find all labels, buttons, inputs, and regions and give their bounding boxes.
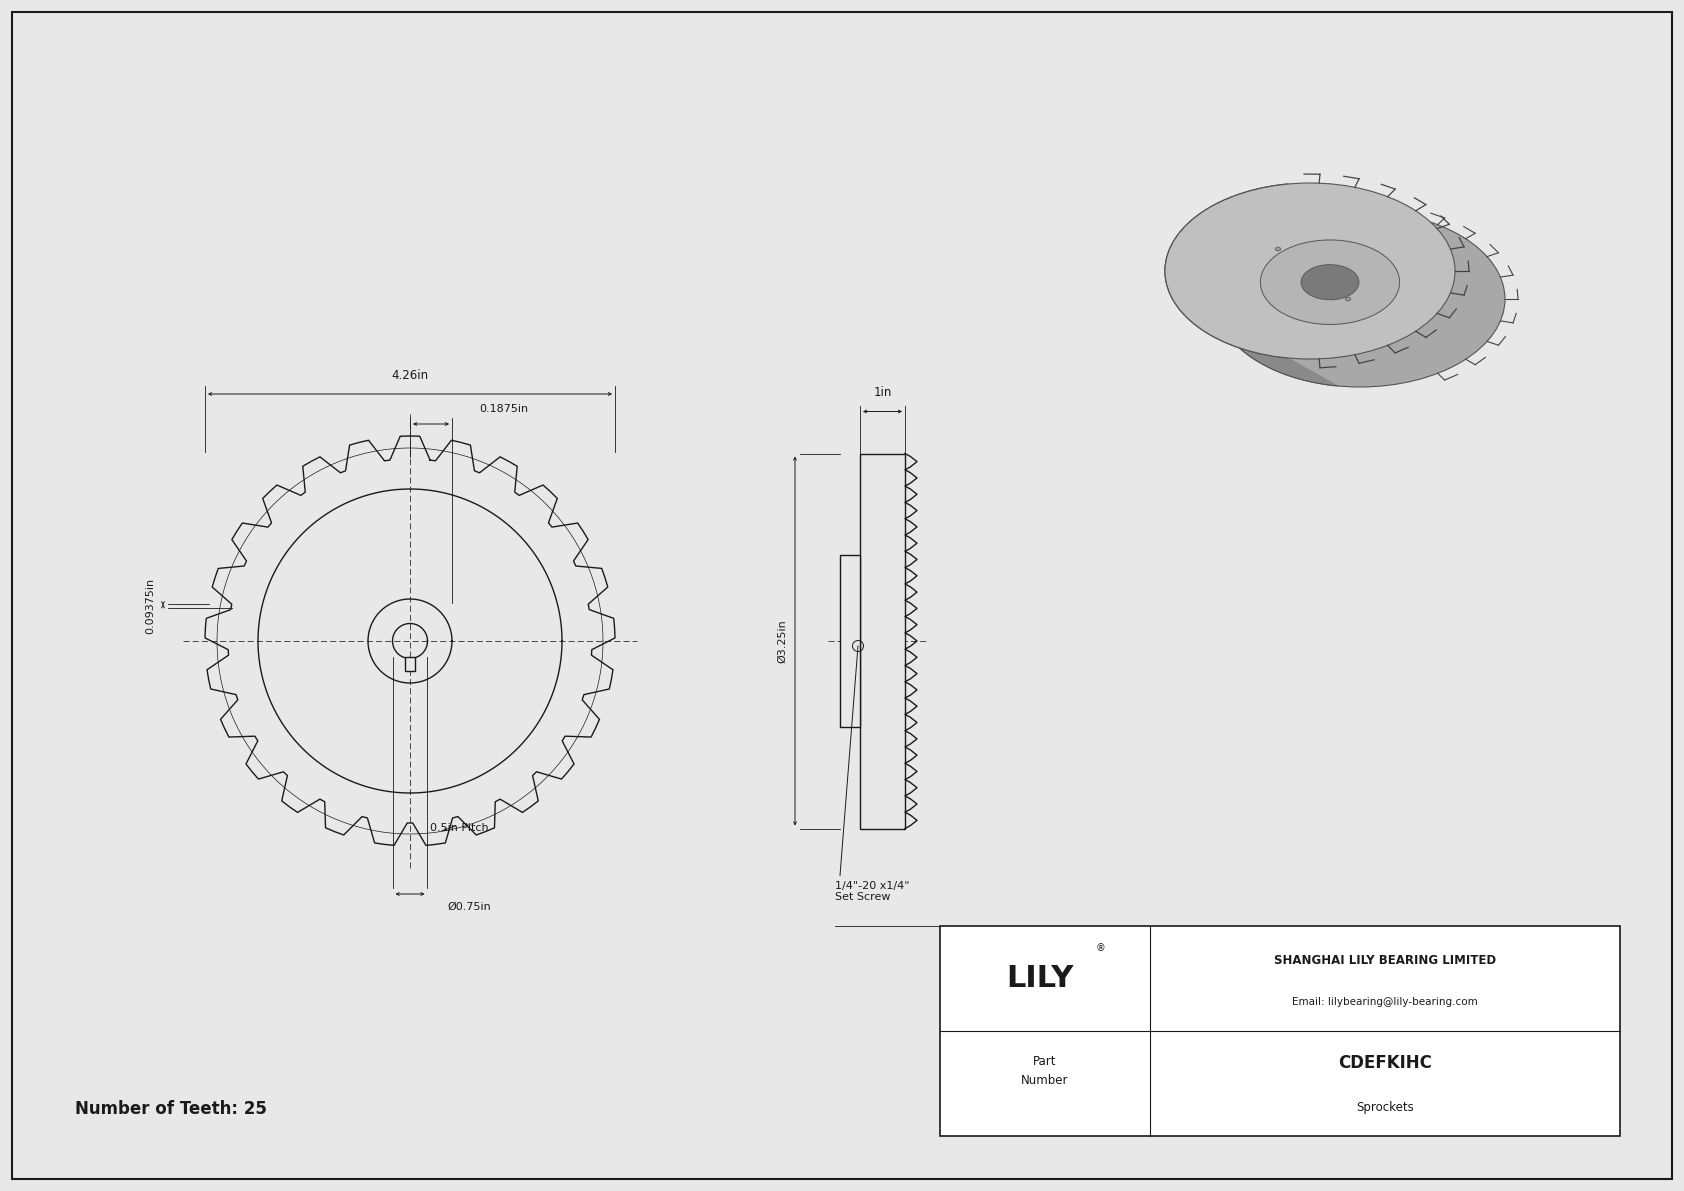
Text: 0.5in Pitch: 0.5in Pitch [429, 823, 488, 833]
Text: Ø0.75in: Ø0.75in [448, 902, 492, 912]
Text: Ø3.25in: Ø3.25in [776, 619, 786, 663]
Ellipse shape [1275, 247, 1282, 251]
Text: CDEFKIHC: CDEFKIHC [1339, 1054, 1431, 1072]
Ellipse shape [1214, 211, 1505, 387]
Text: ®: ® [1095, 943, 1105, 954]
Text: Email: lilybearing@lily-bearing.com: Email: lilybearing@lily-bearing.com [1292, 997, 1479, 1006]
Text: 0.09375in: 0.09375in [145, 578, 155, 635]
Polygon shape [1165, 185, 1337, 386]
Text: Number of Teeth: 25: Number of Teeth: 25 [76, 1100, 266, 1118]
Bar [940, 925, 1620, 1136]
Ellipse shape [1165, 183, 1455, 358]
Text: 0.1875in: 0.1875in [480, 404, 529, 414]
Ellipse shape [1346, 297, 1351, 301]
Ellipse shape [1260, 239, 1399, 324]
Text: 4.26in: 4.26in [391, 369, 428, 382]
Bar [861, 454, 904, 829]
Text: 1in: 1in [874, 387, 893, 399]
Bar [404, 656, 414, 671]
Text: LILY: LILY [1007, 964, 1074, 993]
Text: Sprockets: Sprockets [1356, 1102, 1415, 1114]
Bar [840, 555, 861, 728]
Text: 1/4"-20 x1/4"
Set Screw: 1/4"-20 x1/4" Set Screw [835, 880, 909, 902]
Text: SHANGHAI LILY BEARING LIMITED: SHANGHAI LILY BEARING LIMITED [1273, 954, 1495, 967]
Text: Part
Number: Part Number [1021, 1055, 1069, 1087]
Ellipse shape [1302, 264, 1359, 300]
